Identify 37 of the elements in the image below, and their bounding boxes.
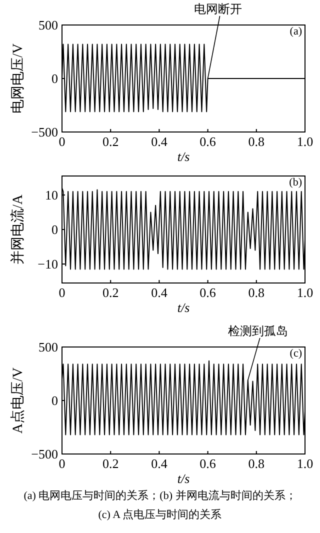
- x-tick-label: 1.0: [296, 134, 314, 149]
- y-axis-title: 并网电流/A: [10, 194, 26, 264]
- y-tick-label: 0: [52, 393, 58, 408]
- x-tick-label: 0.4: [151, 456, 168, 471]
- x-tick-label: 0.4: [151, 134, 168, 149]
- annotation: 检测到孤岛: [228, 324, 288, 338]
- x-tick-label: 0.6: [200, 134, 216, 149]
- x-tick-label: 0.2: [102, 285, 119, 300]
- x-tick-label: 1.0: [296, 285, 314, 300]
- x-tick-label: 0.6: [200, 456, 216, 471]
- y-axis-title: 电网电压/V: [10, 44, 26, 114]
- y-tick-label: 500: [38, 18, 58, 32]
- x-tick-label: 0.4: [151, 285, 168, 300]
- text: (c) A 点电压与时间的关系: [98, 508, 222, 521]
- x-axis-title: t/s: [177, 300, 190, 315]
- y-tick-label: −10: [38, 256, 58, 272]
- annotation: (a): [290, 26, 302, 38]
- annotation: 电网断开: [194, 2, 242, 16]
- y-tick-label: 500: [38, 340, 58, 354]
- x-tick-label: 0.6: [200, 285, 216, 300]
- y-tick-label: 0: [52, 222, 58, 237]
- x-tick-label: 0.2: [102, 134, 119, 149]
- annotation: (b): [289, 176, 302, 188]
- y-tick-label: −500: [31, 124, 58, 140]
- y-axis-title: A点电压/V: [10, 367, 26, 434]
- x-axis-title: t/s: [177, 149, 190, 164]
- x-tick-label: 0.2: [102, 456, 119, 471]
- y-tick-label: −500: [31, 446, 58, 462]
- x-tick-label: 0.8: [248, 456, 265, 471]
- x-tick-label: 0.8: [248, 285, 265, 300]
- x-tick-label: 1.0: [296, 456, 314, 471]
- annotation: (c): [290, 348, 302, 360]
- y-tick-label: 10: [45, 187, 58, 202]
- y-tick-label: 0: [52, 71, 58, 86]
- text: (a) 电网电压与时间的关系；(b) 并网电流与时间的关系；: [24, 489, 296, 502]
- x-axis-title: t/s: [177, 471, 190, 486]
- x-tick-label: 0.8: [248, 134, 265, 149]
